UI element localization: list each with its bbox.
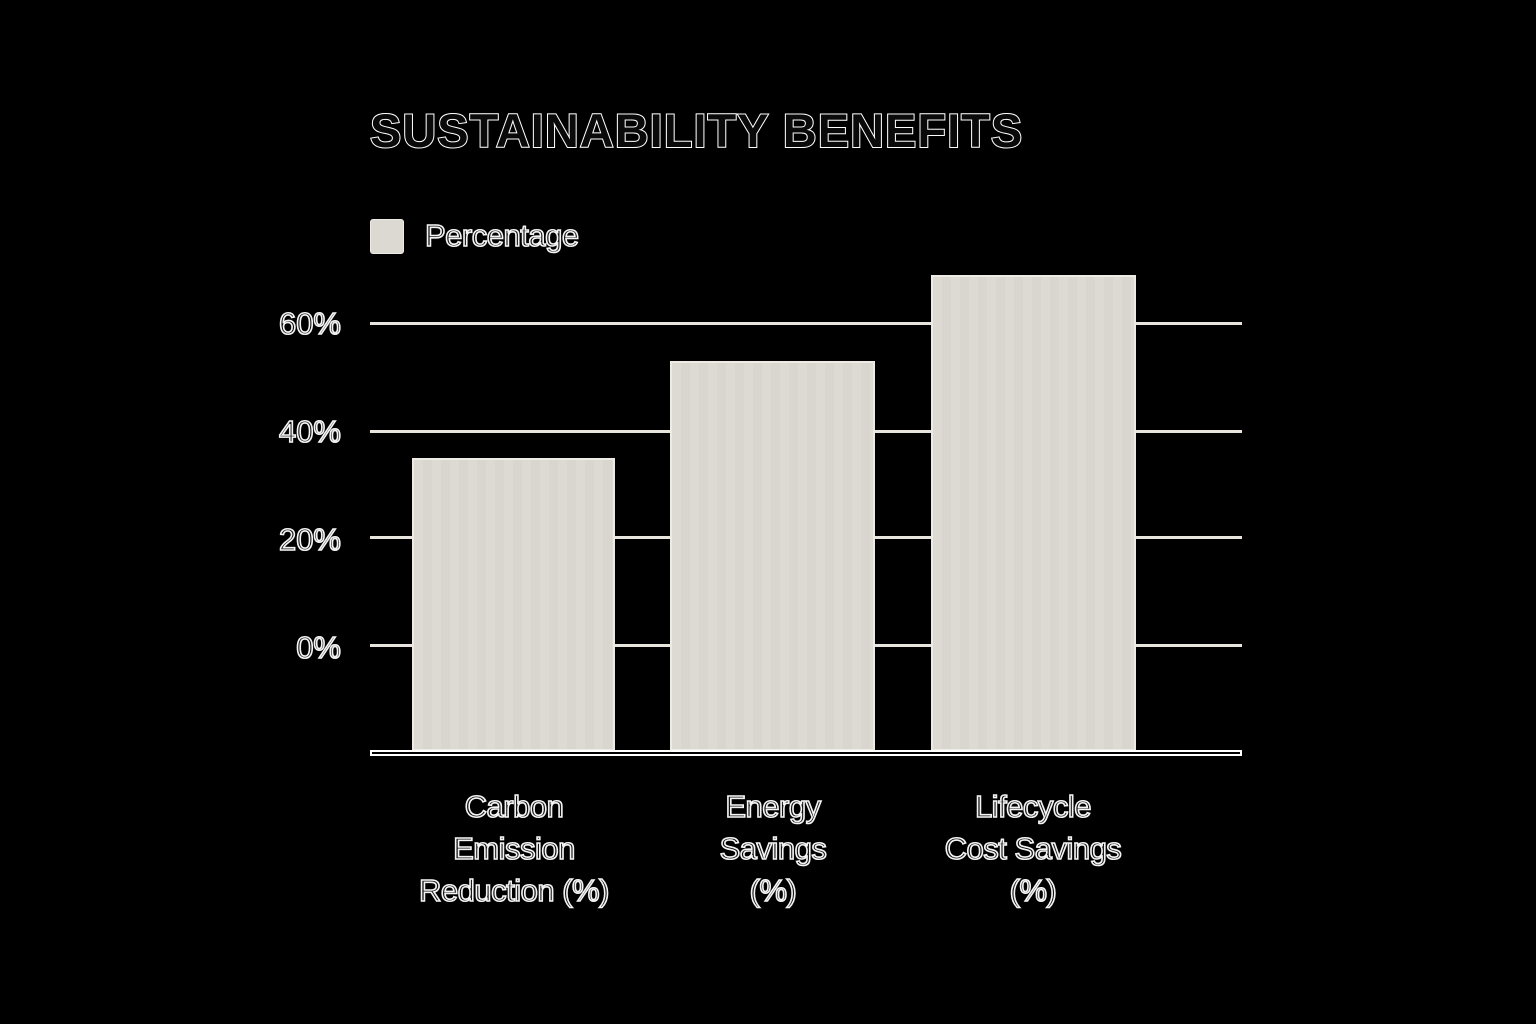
x-axis-label: Energy Savings (%) — [719, 788, 828, 909]
legend: Percentage — [370, 217, 580, 254]
legend-swatch — [370, 218, 404, 254]
legend-label: Percentage — [424, 217, 580, 254]
bar-lifecycle-cost-savings — [931, 275, 1136, 751]
y-tick-label: 20% — [278, 521, 342, 558]
x-axis-baseline — [370, 750, 1242, 756]
y-tick-label: 40% — [278, 413, 342, 450]
x-axis-label: Carbon Emission Reduction (%) — [418, 788, 610, 909]
chart-title: SUSTAINABILITY BENEFITS — [369, 103, 1024, 158]
y-tick-label: 0% — [295, 629, 341, 666]
gridline-60 — [370, 322, 1242, 325]
bar-carbon-emission-reduction — [412, 458, 615, 751]
x-axis-label: Lifecycle Cost Savings (%) — [944, 788, 1123, 909]
bar-energy-savings — [670, 361, 875, 751]
y-tick-label: 60% — [278, 305, 342, 342]
